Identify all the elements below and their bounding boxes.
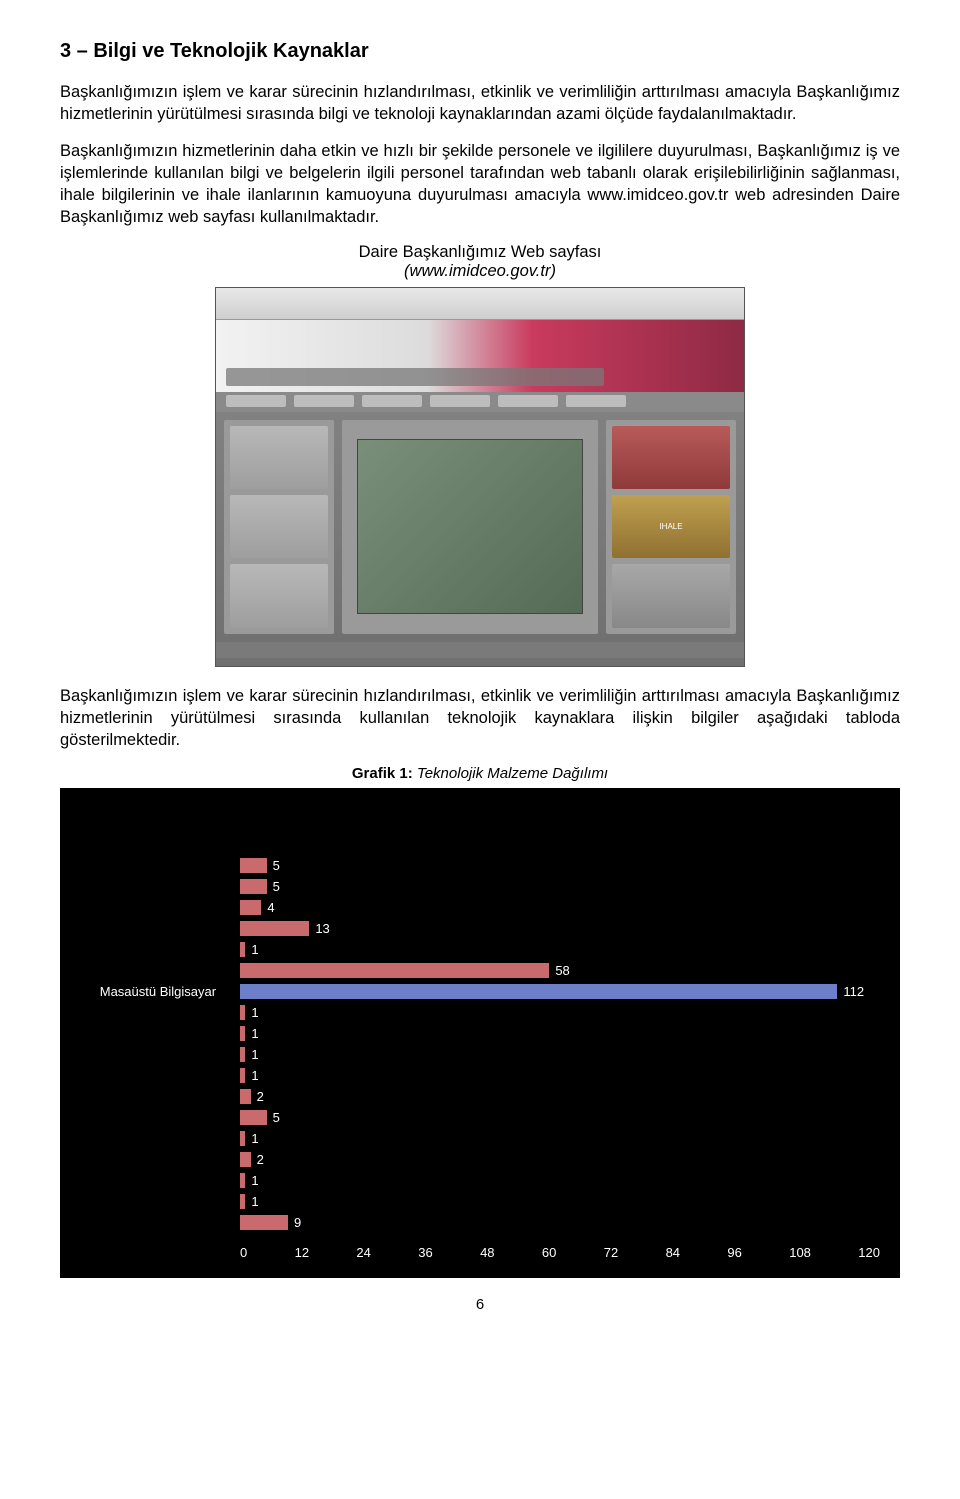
chart-bar [240,942,245,957]
chart-bar-row: Projeks.Cih.ve1 [240,1005,259,1020]
chart-bar [240,1131,245,1146]
chart-x-tick: 48 [480,1245,494,1260]
chart-bar [240,984,837,999]
chart-bar-value: 1 [251,1026,258,1041]
chart-x-tick: 96 [727,1245,741,1260]
chart-bar-value: 2 [257,1089,264,1104]
paragraph-3: Başkanlığımızın işlem ve karar sürecinin… [60,685,900,752]
chart-bar-value: 1 [251,1173,258,1188]
chart-bar [240,900,261,915]
chart-bar-row: Tepegöz1 [240,1026,259,1041]
chart-bar-row: Masaüstü Bilgisayar112 [240,984,864,999]
site-left-col [224,420,334,634]
chart-bar-row: X-Ray Cihazı2 [240,1089,264,1104]
chart-bar-value: 1 [251,1194,258,1209]
chart-bar-row: Posta Tartısı1 [240,1068,259,1083]
chart-bar-value: 1 [251,1068,258,1083]
chart-bar-row: Posta Ücret Ödeme1 [240,1047,259,1062]
site-content: IHALE [216,412,744,642]
chart-bar-row: Fotokopi Makinası5 [240,879,280,894]
chart-bar [240,1152,251,1167]
chart-bar [240,1110,267,1125]
chart-x-tick: 120 [858,1245,880,1260]
tech-equipment-chart: Faks5 Fotokopi Makinası5 Tarayıcı4 Dizüstü … [60,788,900,1278]
chart-bar [240,1047,245,1062]
chart-plot-area: Faks5 Fotokopi Makinası5 Tarayıcı4 Dizüstü … [240,858,880,1238]
chart-bar [240,1089,251,1104]
chart-bar-row: Yazıcı58 [240,963,570,978]
section-heading: 3 – Bilgi ve Teknolojik Kaynaklar [60,40,900,63]
chart-bar [240,879,267,894]
chart-bar-row: Kapı Dedektörü5 [240,1110,280,1125]
chart-bar-label: Masaüstü Bilgisayar [46,984,216,999]
paragraph-2: Başkanlığımızın hizmetlerinin daha etkin… [60,140,900,229]
chart-caption: Grafik 1: Teknolojik Malzeme Dağılımı [60,765,900,782]
paragraph-1: Başkanlığımızın işlem ve karar sürecinin… [60,81,900,126]
chart-bar-value: 5 [273,1110,280,1125]
ihale-badge: IHALE [612,495,730,558]
chart-bar [240,1026,245,1041]
chart-bar [240,1173,245,1188]
chart-x-tick: 72 [604,1245,618,1260]
chart-x-tick: 36 [418,1245,432,1260]
chart-bar-value: 4 [267,900,274,915]
chart-bar-row: Tarayıcı4 [240,900,275,915]
site-title-strip [226,368,604,386]
browser-chrome [216,288,744,320]
chart-bar-value: 5 [273,879,280,894]
chart-bar-row: Dizüstü Bilgisayar13 [240,921,330,936]
chart-bar-row: Server1 [240,1173,259,1188]
chart-bar [240,963,549,978]
chart-x-tick: 60 [542,1245,556,1260]
web-caption-title: Daire Başkanlığımız Web sayfası [60,243,900,262]
chart-bar-value: 13 [315,921,329,936]
web-caption-url: (www.imidceo.gov.tr) [60,262,900,281]
chart-bar-value: 1 [251,1005,258,1020]
chart-bar-row: Kağıt imha makinası2 [240,1152,264,1167]
chart-bar-value: 1 [251,942,258,957]
chart-x-axis: 0 12 24 36 48 60 72 84 96 108 120 [240,1245,880,1260]
chart-bar-row: Notebook1 [240,942,259,957]
chart-x-tick: 12 [295,1245,309,1260]
site-footer [216,642,744,658]
site-navbar [216,392,744,412]
chart-bar-row: Spiral Cilt Makinası1 [240,1194,259,1209]
chart-bar [240,1215,288,1230]
chart-bar-row: Faks5 [240,858,280,873]
chart-x-tick: 84 [666,1245,680,1260]
chart-x-tick: 108 [789,1245,811,1260]
site-right-col: IHALE [606,420,736,634]
website-screenshot-placeholder: IHALE [215,287,745,667]
chart-bar [240,1194,245,1209]
site-photo [357,439,582,614]
chart-bar [240,1068,245,1083]
chart-bar-value: 9 [294,1215,301,1230]
chart-bar-value: 112 [843,984,864,999]
site-mid-col [342,420,598,634]
page-number: 6 [60,1296,900,1313]
chart-bar-value: 2 [257,1152,264,1167]
chart-bar [240,921,309,936]
chart-x-tick: 24 [356,1245,370,1260]
chart-bar-value: 1 [251,1047,258,1062]
chart-x-tick: 0 [240,1245,247,1260]
chart-bar-row: Barkod Okuyucu9 [240,1215,301,1230]
chart-caption-label: Grafik 1: [352,765,413,782]
chart-bar-row: Giyotin (Kağıt1 [240,1131,259,1146]
chart-bar-value: 1 [251,1131,258,1146]
chart-bar-value: 58 [555,963,569,978]
chart-bar [240,1005,245,1020]
chart-bar [240,858,267,873]
chart-caption-text: Teknolojik Malzeme Dağılımı [413,765,608,782]
site-header [216,320,744,392]
chart-bar-value: 5 [273,858,280,873]
